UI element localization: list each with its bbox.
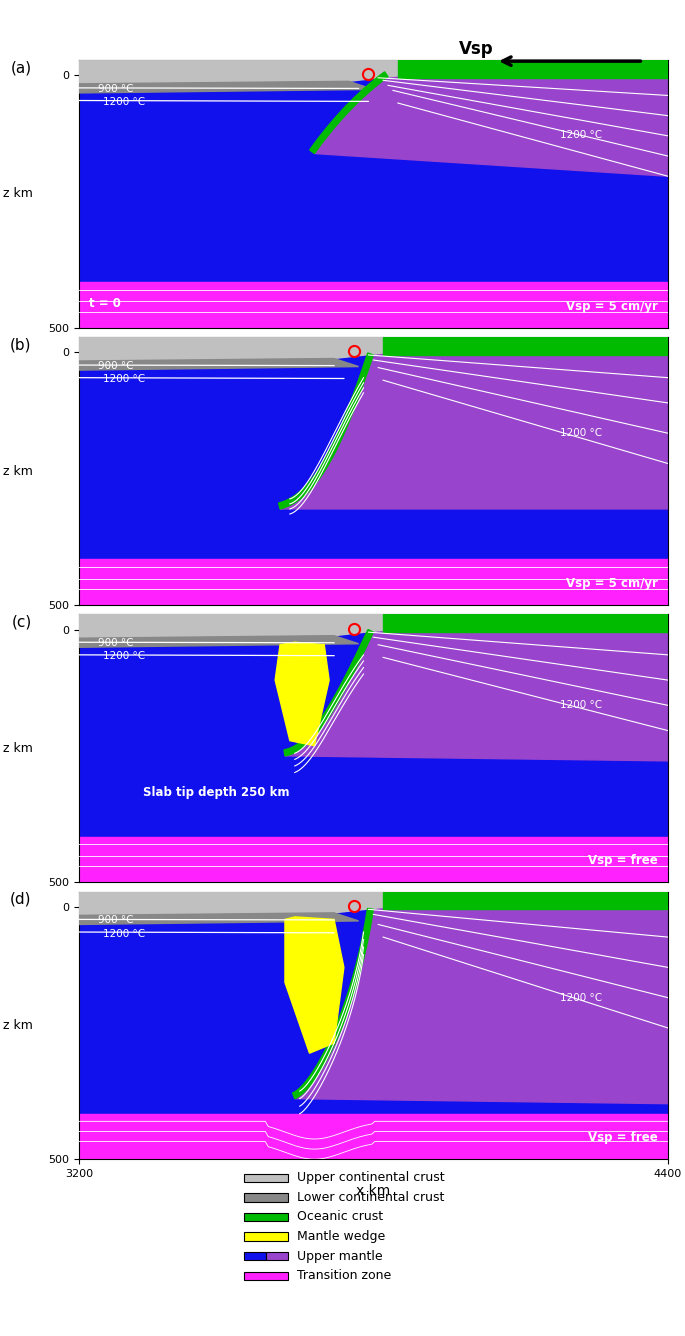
Text: Vsp = 5 cm/yr: Vsp = 5 cm/yr bbox=[566, 577, 658, 589]
Polygon shape bbox=[284, 629, 373, 756]
Text: (c): (c) bbox=[12, 615, 32, 629]
Polygon shape bbox=[292, 908, 373, 1098]
Text: 1200 °C: 1200 °C bbox=[560, 429, 602, 438]
Text: 1200 °C: 1200 °C bbox=[560, 993, 602, 1002]
Text: 1200 °C: 1200 °C bbox=[103, 374, 145, 385]
Polygon shape bbox=[280, 337, 668, 509]
Text: 1200 °C: 1200 °C bbox=[103, 929, 145, 939]
Text: Vsp: Vsp bbox=[458, 40, 493, 59]
Polygon shape bbox=[398, 60, 668, 77]
Text: 900 °C: 900 °C bbox=[99, 639, 134, 648]
Polygon shape bbox=[295, 891, 668, 1104]
Bar bbox=[244, 1173, 288, 1182]
Y-axis label: z km: z km bbox=[3, 1019, 32, 1031]
Text: 1200 °C: 1200 °C bbox=[103, 652, 145, 661]
Text: Vsp = free: Vsp = free bbox=[588, 854, 658, 867]
Bar bbox=[244, 1272, 288, 1280]
Polygon shape bbox=[79, 891, 388, 915]
Polygon shape bbox=[79, 636, 359, 647]
Y-axis label: z km: z km bbox=[3, 465, 32, 477]
Text: Lower continental crust: Lower continental crust bbox=[297, 1190, 444, 1204]
Text: Upper mantle: Upper mantle bbox=[297, 1249, 382, 1263]
Text: 1200 °C: 1200 °C bbox=[560, 130, 602, 140]
Polygon shape bbox=[383, 337, 668, 355]
Bar bbox=[244, 1193, 288, 1201]
Y-axis label: z km: z km bbox=[3, 187, 32, 200]
Y-axis label: z km: z km bbox=[3, 741, 32, 755]
Text: Vsp = free: Vsp = free bbox=[588, 1132, 658, 1144]
Text: Upper continental crust: Upper continental crust bbox=[297, 1172, 445, 1184]
Polygon shape bbox=[310, 72, 388, 154]
Polygon shape bbox=[275, 643, 329, 745]
Polygon shape bbox=[285, 615, 668, 762]
Polygon shape bbox=[383, 615, 668, 632]
Polygon shape bbox=[79, 337, 388, 361]
Text: 1200 °C: 1200 °C bbox=[560, 700, 602, 711]
Text: Vsp = 5 cm/yr: Vsp = 5 cm/yr bbox=[566, 299, 658, 313]
Text: (b): (b) bbox=[10, 337, 32, 353]
Text: (a): (a) bbox=[10, 60, 32, 75]
Text: t = 0: t = 0 bbox=[88, 298, 121, 310]
Text: 900 °C: 900 °C bbox=[99, 361, 134, 371]
Polygon shape bbox=[314, 60, 668, 176]
Text: Slab tip depth 250 km: Slab tip depth 250 km bbox=[142, 786, 289, 799]
Bar bbox=[266, 1252, 288, 1260]
X-axis label: x km: x km bbox=[356, 1185, 390, 1198]
Polygon shape bbox=[79, 358, 359, 370]
Polygon shape bbox=[79, 912, 359, 925]
Polygon shape bbox=[79, 60, 403, 84]
Text: (d): (d) bbox=[10, 891, 32, 907]
Polygon shape bbox=[79, 615, 388, 639]
Polygon shape bbox=[79, 81, 373, 94]
Bar bbox=[244, 1232, 288, 1241]
Polygon shape bbox=[383, 891, 668, 910]
Text: Mantle wedge: Mantle wedge bbox=[297, 1230, 385, 1242]
Polygon shape bbox=[279, 353, 373, 509]
Text: 900 °C: 900 °C bbox=[99, 84, 134, 94]
Polygon shape bbox=[285, 916, 344, 1053]
Text: 1200 °C: 1200 °C bbox=[103, 98, 145, 107]
Text: Transition zone: Transition zone bbox=[297, 1269, 391, 1283]
Bar bbox=[244, 1213, 288, 1221]
Text: 900 °C: 900 °C bbox=[99, 915, 134, 926]
Text: Oceanic crust: Oceanic crust bbox=[297, 1210, 383, 1224]
Bar bbox=[244, 1252, 266, 1260]
